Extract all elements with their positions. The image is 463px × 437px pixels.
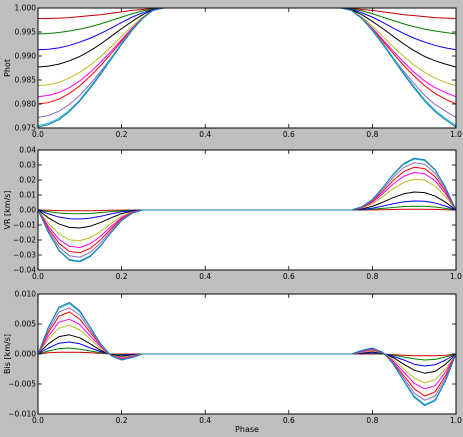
x-tick-label: 0.8 <box>366 130 378 139</box>
x-tick-label: 0.0 <box>32 272 44 281</box>
x-tick-label: 0.6 <box>283 416 295 425</box>
series-line-1 <box>37 301 457 407</box>
y-axis-label: Phot <box>3 59 12 77</box>
x-tick-label: 0.8 <box>366 272 378 281</box>
y-tick-label: −0.04 <box>13 266 36 275</box>
y-axis-label: Bis [km/s] <box>3 334 12 374</box>
x-tick-label: 0.2 <box>116 272 128 281</box>
x-tick-label: 0.6 <box>283 130 295 139</box>
y-tick-label: −0.03 <box>13 251 36 260</box>
y-tick-label: 0.995 <box>15 28 37 37</box>
y-tick-label: 0.01 <box>19 191 36 200</box>
plot-area <box>38 8 456 128</box>
y-tick-label: 0.990 <box>15 52 37 61</box>
x-tick-label: 1.0 <box>450 130 462 139</box>
y-tick-label: −0.02 <box>13 236 36 245</box>
x-tick-label: 0.4 <box>199 416 211 425</box>
y-tick-label: 0.005 <box>15 320 37 329</box>
series-line-1 <box>37 157 457 263</box>
chart-panel-2: 0.0 0.2 0.4 0.6 0.8 1.0 −0.04 −0.03 −0.02 −0.01 0.… <box>3 146 462 281</box>
y-tick-label: 0.03 <box>19 161 36 170</box>
x-tick-label: 0.6 <box>283 272 295 281</box>
y-tick-label: −0.010 <box>8 410 36 419</box>
x-tick-label: 1.0 <box>450 416 462 425</box>
y-tick-label: 1.000 <box>15 4 37 13</box>
x-tick-label: 1.0 <box>450 272 462 281</box>
y-axis-label: VR [km/s] <box>3 190 12 229</box>
y-tick-label: 0.04 <box>19 146 36 155</box>
x-tick-label: 0.4 <box>199 130 211 139</box>
chart-panel-1: 0.0 0.2 0.4 0.6 0.8 1.0 0.975 0.980 0.985 0.990 0.… <box>3 4 462 139</box>
y-tick-label: 0.00 <box>19 206 36 215</box>
x-tick-label: 0.0 <box>32 416 44 425</box>
y-tick-label: 0.975 <box>15 124 37 133</box>
plot-frame <box>37 7 457 129</box>
x-tick-label: 0.8 <box>366 416 378 425</box>
x-axis-label: Phase <box>235 425 259 434</box>
chart-panel-3: 0.0 0.2 0.4 0.6 0.8 1.0 −0.010 −0.005 0.000 0.005… <box>3 290 462 434</box>
x-tick-label: 0.2 <box>116 130 128 139</box>
y-tick-label: 0.000 <box>15 350 37 359</box>
x-tick-label: 0.2 <box>116 416 128 425</box>
y-tick-label: 0.010 <box>15 290 37 299</box>
x-tick-label: 0.0 <box>32 130 44 139</box>
y-tick-label: 0.980 <box>15 100 37 109</box>
y-tick-label: 0.02 <box>19 176 36 185</box>
y-tick-label: 0.985 <box>15 76 37 85</box>
y-tick-label: −0.005 <box>8 380 36 389</box>
y-tick-label: −0.01 <box>13 221 36 230</box>
x-tick-label: 0.4 <box>199 272 211 281</box>
